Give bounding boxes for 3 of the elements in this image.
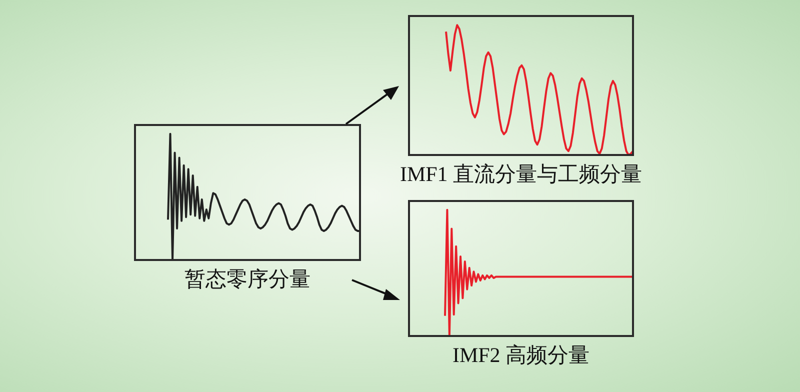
text: IMF2 高频分量 bbox=[452, 343, 590, 368]
text: 暂态零序分量 bbox=[184, 267, 310, 292]
text: IMF1 直流分量与工频分量 bbox=[400, 162, 642, 186]
